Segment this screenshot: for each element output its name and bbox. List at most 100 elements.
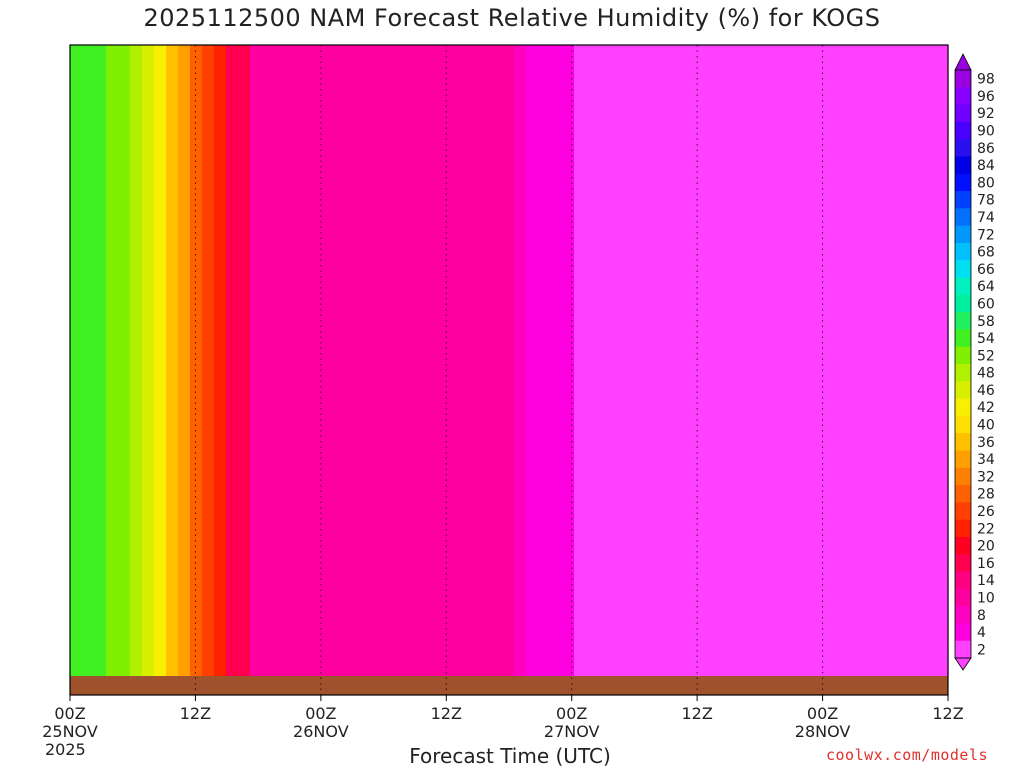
rh-cell: [730, 342, 743, 352]
rh-cell: [442, 189, 455, 199]
rh-cell: [826, 360, 839, 370]
rh-cell: [898, 63, 911, 73]
rh-cell: [274, 396, 287, 406]
rh-cell: [730, 261, 743, 271]
rh-cell: [202, 333, 215, 343]
rh-cell: [190, 63, 203, 73]
rh-cell: [766, 540, 779, 550]
rh-cell: [730, 333, 743, 343]
rh-cell: [382, 549, 395, 559]
rh-cell: [526, 585, 539, 595]
rh-cell: [562, 423, 575, 433]
rh-cell: [454, 621, 467, 631]
rh-cell: [274, 405, 287, 415]
rh-cell: [562, 405, 575, 415]
rh-cell: [766, 639, 779, 649]
rh-cell: [742, 396, 755, 406]
rh-cell: [370, 459, 383, 469]
rh-cell: [574, 45, 587, 55]
rh-cell: [574, 540, 587, 550]
rh-cell: [922, 216, 935, 226]
rh-cell: [358, 396, 371, 406]
rh-cell: [754, 288, 767, 298]
rh-cell: [142, 612, 155, 622]
rh-cell: [874, 504, 887, 514]
rh-cell: [586, 423, 599, 433]
rh-cell: [862, 261, 875, 271]
rh-cell: [706, 477, 719, 487]
rh-cell: [682, 63, 695, 73]
rh-cell: [502, 459, 515, 469]
rh-cell: [658, 387, 671, 397]
rh-cell: [454, 504, 467, 514]
rh-cell: [178, 441, 191, 451]
rh-cell: [766, 252, 779, 262]
rh-cell: [502, 441, 515, 451]
rh-cell: [334, 423, 347, 433]
rh-cell: [130, 378, 143, 388]
rh-cell: [406, 333, 419, 343]
rh-cell: [274, 351, 287, 361]
rh-cell: [814, 207, 827, 217]
rh-cell: [946, 252, 949, 262]
rh-cell: [646, 549, 659, 559]
rh-cell: [946, 225, 949, 235]
rh-cell: [934, 441, 947, 451]
rh-cell: [538, 522, 551, 532]
rh-cell: [610, 414, 623, 424]
rh-cell: [850, 567, 863, 577]
rh-cell: [106, 90, 119, 100]
rh-cell: [490, 549, 503, 559]
rh-cell: [142, 225, 155, 235]
rh-cell: [106, 513, 119, 523]
rh-cell: [310, 468, 323, 478]
rh-cell: [274, 477, 287, 487]
rh-cell: [466, 189, 479, 199]
rh-cell: [814, 252, 827, 262]
rh-cell: [226, 108, 239, 118]
rh-cell: [538, 216, 551, 226]
rh-cell: [562, 612, 575, 622]
rh-cell: [898, 261, 911, 271]
rh-cell: [250, 306, 263, 316]
rh-cell: [466, 495, 479, 505]
rh-cell: [754, 225, 767, 235]
rh-cell: [142, 405, 155, 415]
rh-cell: [718, 189, 731, 199]
rh-cell: [166, 396, 179, 406]
rh-cell: [166, 333, 179, 343]
rh-cell: [742, 369, 755, 379]
rh-cell: [658, 198, 671, 208]
rh-cell: [670, 207, 683, 217]
rh-cell: [238, 63, 251, 73]
rh-cell: [766, 495, 779, 505]
rh-cell: [598, 153, 611, 163]
rh-cell: [922, 423, 935, 433]
rh-cell: [838, 540, 851, 550]
rh-cell: [442, 180, 455, 190]
rh-cell: [286, 576, 299, 586]
rh-cell: [430, 630, 443, 640]
rh-cell: [598, 612, 611, 622]
rh-cell: [466, 459, 479, 469]
rh-cell: [694, 99, 707, 109]
rh-cell: [718, 297, 731, 307]
rh-cell: [838, 432, 851, 442]
rh-cell: [514, 486, 527, 496]
rh-cell: [166, 279, 179, 289]
rh-cell: [334, 603, 347, 613]
rh-cell: [898, 180, 911, 190]
rh-cell: [358, 153, 371, 163]
rh-cell: [694, 288, 707, 298]
rh-cell: [790, 234, 803, 244]
rh-cell: [694, 630, 707, 640]
rh-cell: [106, 576, 119, 586]
rh-cell: [466, 288, 479, 298]
rh-cell: [850, 513, 863, 523]
rh-cell: [70, 171, 83, 181]
rh-cell: [226, 630, 239, 640]
rh-cell: [526, 459, 539, 469]
rh-cell: [154, 414, 167, 424]
rh-cell: [418, 495, 431, 505]
rh-cell: [682, 144, 695, 154]
